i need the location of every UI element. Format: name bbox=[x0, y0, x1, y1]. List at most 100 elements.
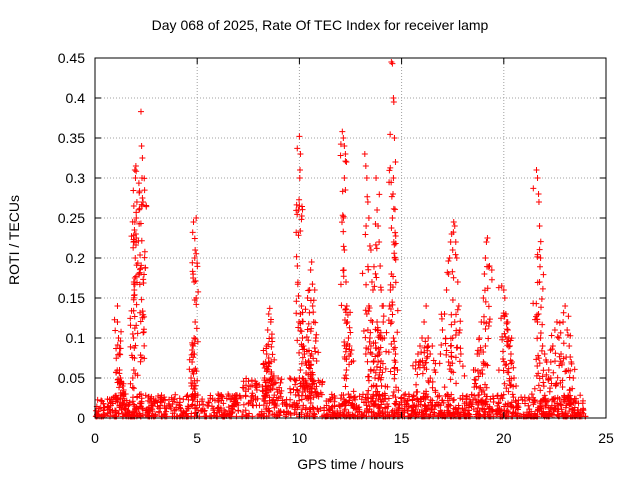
cluster-point bbox=[412, 365, 419, 372]
cluster-point bbox=[485, 335, 492, 342]
cluster-point bbox=[567, 332, 574, 339]
baseline-point bbox=[303, 412, 310, 419]
cluster-point bbox=[383, 329, 390, 336]
cluster-point bbox=[533, 300, 540, 307]
cluster-point bbox=[446, 366, 453, 373]
baseline-point bbox=[98, 397, 105, 404]
cluster-point bbox=[483, 384, 490, 391]
baseline-point bbox=[337, 395, 344, 402]
data-point bbox=[566, 343, 573, 349]
cluster-point bbox=[510, 394, 517, 401]
data-point bbox=[310, 319, 317, 325]
cluster-point bbox=[503, 385, 510, 392]
cluster-point bbox=[131, 291, 138, 298]
cluster-point bbox=[388, 179, 395, 186]
baseline-point bbox=[215, 391, 222, 398]
cluster-point bbox=[382, 365, 389, 372]
cluster-point bbox=[134, 260, 141, 267]
cluster-point bbox=[457, 318, 464, 325]
cluster-point bbox=[366, 338, 373, 345]
baseline-point bbox=[410, 393, 417, 400]
cluster-point bbox=[454, 344, 461, 351]
cluster-point bbox=[476, 336, 483, 343]
cluster-point bbox=[191, 405, 198, 412]
baseline-point bbox=[345, 391, 352, 398]
cluster-point bbox=[537, 387, 544, 394]
cluster-point bbox=[459, 363, 466, 370]
baseline-point bbox=[323, 402, 330, 409]
cluster-point bbox=[191, 235, 198, 242]
baseline-point bbox=[269, 397, 276, 404]
baseline-point bbox=[100, 407, 107, 414]
data-point bbox=[341, 143, 348, 149]
cluster-point bbox=[389, 284, 396, 291]
data-point bbox=[309, 303, 316, 309]
cluster-point bbox=[116, 378, 123, 385]
cluster-point bbox=[189, 368, 196, 375]
baseline-point bbox=[556, 396, 563, 403]
cluster-point bbox=[294, 211, 301, 218]
cluster-point bbox=[537, 330, 544, 337]
cluster-point bbox=[116, 402, 123, 409]
baseline-point bbox=[145, 393, 152, 400]
cluster-point bbox=[133, 322, 140, 329]
baseline-point bbox=[258, 412, 265, 419]
baseline-point bbox=[315, 377, 322, 384]
baseline-point bbox=[355, 404, 362, 411]
baseline-point bbox=[247, 383, 254, 390]
cluster-point bbox=[557, 379, 564, 386]
baseline-point bbox=[561, 398, 568, 405]
cluster-point bbox=[388, 225, 395, 232]
baseline-point bbox=[423, 405, 430, 412]
cluster-point bbox=[294, 337, 301, 344]
cluster-point bbox=[387, 320, 394, 327]
cluster-point bbox=[311, 385, 318, 392]
cluster-point bbox=[567, 353, 574, 360]
data-point bbox=[390, 175, 397, 181]
cluster-point bbox=[137, 358, 144, 365]
cluster-point bbox=[138, 400, 145, 407]
data-point bbox=[380, 319, 387, 325]
cluster-point bbox=[188, 379, 195, 386]
cluster-point bbox=[118, 392, 125, 399]
cluster-point bbox=[134, 372, 141, 379]
data-point bbox=[363, 175, 370, 181]
cluster-point bbox=[304, 382, 311, 389]
cluster-point bbox=[413, 395, 420, 402]
cluster-point bbox=[299, 309, 306, 316]
baseline-point bbox=[465, 404, 472, 411]
cluster-point bbox=[189, 259, 196, 266]
baseline-point bbox=[453, 408, 460, 415]
data-point bbox=[339, 128, 346, 135]
data-point bbox=[342, 187, 349, 193]
baseline-point bbox=[205, 402, 212, 409]
cluster-point bbox=[126, 399, 133, 406]
data-point bbox=[483, 239, 490, 245]
cluster-point bbox=[296, 349, 303, 356]
cluster-point bbox=[141, 313, 148, 320]
cluster-point bbox=[342, 372, 349, 379]
cluster-point bbox=[367, 329, 374, 336]
cluster-point bbox=[560, 309, 567, 316]
cluster-point bbox=[423, 366, 430, 373]
y-tick-label: 0 bbox=[77, 410, 85, 426]
baseline-point bbox=[199, 396, 206, 403]
baseline-point bbox=[569, 408, 576, 415]
baseline-point bbox=[508, 399, 515, 406]
cluster-point bbox=[114, 397, 121, 404]
cluster-point bbox=[391, 371, 398, 378]
data-point bbox=[437, 351, 444, 357]
x-tick-label: 25 bbox=[598, 430, 614, 446]
baseline-point bbox=[404, 397, 411, 404]
y-tick-label: 0.1 bbox=[66, 330, 86, 346]
cluster-point bbox=[540, 379, 547, 386]
data-point bbox=[387, 287, 394, 293]
cluster-point bbox=[136, 188, 143, 195]
baseline-point bbox=[525, 412, 532, 419]
x-axis-label: GPS time / hours bbox=[297, 456, 404, 472]
baseline-point bbox=[104, 396, 111, 403]
baseline-point bbox=[388, 409, 395, 416]
data-point bbox=[341, 247, 348, 253]
baseline-point bbox=[290, 386, 297, 393]
x-tick-label: 10 bbox=[292, 430, 308, 446]
